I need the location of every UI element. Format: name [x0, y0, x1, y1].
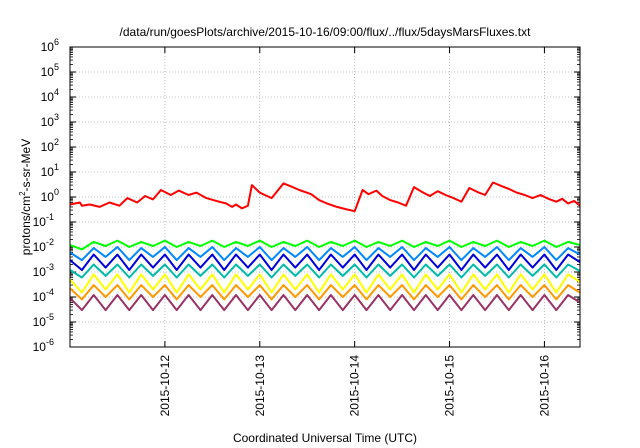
y-tick-label: 10-5: [33, 312, 54, 329]
y-axis-label-post: -s-sr-MeV: [19, 139, 33, 192]
chart-title: /data/run/goesPlots/archive/2015-10-16/0…: [120, 25, 532, 39]
y-tick-label-exp: 4: [54, 87, 59, 97]
y-tick-label: 101: [41, 162, 59, 179]
y-tick-label: 102: [41, 137, 59, 154]
y-tick-label: 100: [41, 187, 59, 204]
x-tick-label: 2015-10-16: [537, 355, 551, 417]
y-tick-label-exp: -1: [46, 212, 54, 222]
y-tick-label: 10-6: [33, 337, 54, 354]
y-tick-label-base: 10: [33, 290, 47, 304]
y-tick-label-exp: -5: [46, 312, 54, 322]
y-tick-label: 105: [41, 62, 59, 79]
series-line-2: [69, 239, 581, 251]
y-tick-label-base: 10: [33, 265, 47, 279]
y-tick-label: 10-1: [33, 212, 54, 229]
x-tick-labels: 2015-10-12 2015-10-13 2015-10-14 2015-10-15…: [158, 355, 552, 417]
y-tick-label: 10-2: [33, 237, 54, 254]
y-tick-label-exp: 3: [54, 112, 59, 122]
y-tick-label: 104: [41, 87, 59, 104]
y-tick-label-base: 10: [41, 190, 55, 204]
y-tick-label-base: 10: [41, 65, 55, 79]
y-tick-label-exp: -6: [46, 337, 54, 347]
series-line-8: [69, 294, 581, 312]
plot-frame: [69, 46, 581, 348]
y-tick-label: 103: [41, 112, 59, 129]
y-tick-labels: 10-610-510-410-310-210-11001011021031041…: [33, 37, 59, 354]
x-tick-label: 2015-10-15: [443, 355, 457, 417]
y-tick-label-exp: 6: [54, 37, 59, 47]
y-tick-label-base: 10: [33, 315, 47, 329]
x-tick-label: 2015-10-12: [158, 355, 172, 417]
y-axis-label-sup: 2: [18, 191, 27, 196]
y-tick-label-base: 10: [41, 140, 55, 154]
y-tick-label: 10-4: [33, 287, 54, 304]
series-line-6: [69, 273, 581, 294]
y-tick-label-base: 10: [41, 40, 55, 54]
y-tick-label-exp: -4: [46, 287, 54, 297]
y-axis-label: protons/cm2-s-sr-MeV: [18, 139, 33, 255]
y-tick-label-base: 10: [41, 115, 55, 129]
series-line-3: [69, 246, 581, 262]
x-tick-label: 2015-10-14: [348, 355, 362, 417]
y-tick-label-exp: 0: [54, 187, 59, 197]
y-axis-label-pre: protons/cm: [19, 196, 33, 255]
y-tick-label-base: 10: [33, 340, 47, 354]
y-tick-label-exp: -3: [46, 262, 54, 272]
y-tick-label-base: 10: [41, 165, 55, 179]
x-tick-label: 2015-10-13: [253, 355, 267, 417]
y-tick-label-base: 10: [41, 90, 55, 104]
x-axis-label: Coordinated Universal Time (UTC): [233, 431, 417, 445]
y-tick-label-base: 10: [33, 215, 47, 229]
series-line-1: [69, 181, 581, 213]
series-line-5: [69, 263, 581, 279]
y-tick-label-exp: -2: [46, 237, 54, 247]
y-tick-label-base: 10: [33, 240, 47, 254]
data-series: [69, 181, 581, 312]
y-tick-label: 10-3: [33, 262, 54, 279]
y-tick-label-exp: 1: [54, 162, 59, 172]
y-tick-label-exp: 5: [54, 62, 59, 72]
y-tick-label: 106: [41, 37, 59, 54]
series-line-4: [69, 253, 581, 271]
y-tick-label-exp: 2: [54, 137, 59, 147]
series-line-7: [69, 284, 581, 301]
